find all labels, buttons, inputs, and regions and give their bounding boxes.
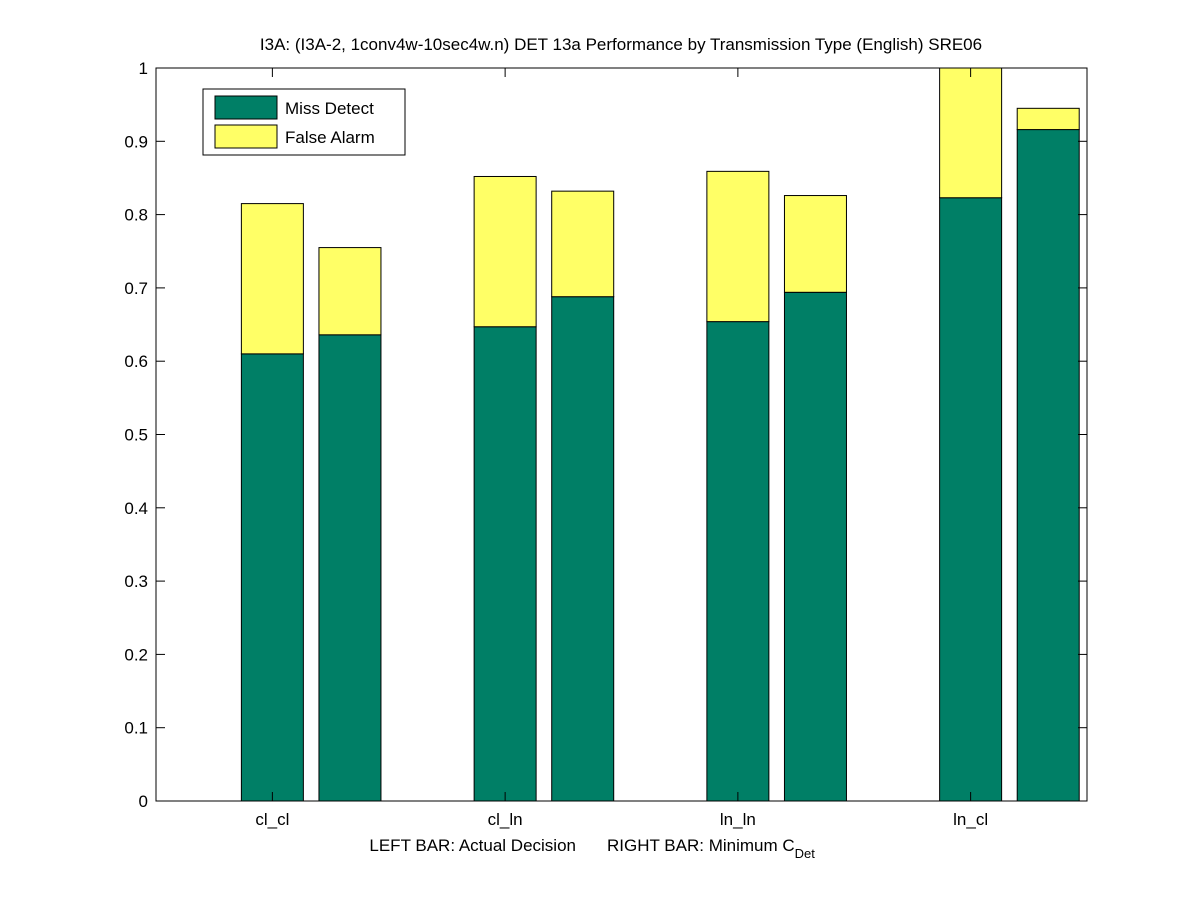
chart-title: I3A: (I3A-2, 1conv4w-10sec4w.n) DET 13a … [260,35,982,54]
y-tick-label-4: 0.4 [124,499,148,518]
legend-swatch-false-alarm [214,124,278,149]
y-tick-label-7: 0.7 [124,279,148,298]
y-tick-label-2: 0.2 [124,645,148,664]
x-tick-label-cl-cl: cl_cl [255,810,289,829]
bar-false-alarm-ln-cl-min-cdet [1016,107,1080,131]
legend-label-miss-detect: Miss Detect [285,99,374,118]
x-tick-label-ln-ln: ln_ln [720,810,756,829]
bar-miss-detect-cl-cl-actual [240,353,304,802]
bar-false-alarm-cl-cl-min-cdet [318,247,382,336]
bar-false-alarm-ln-ln-min-cdet [783,195,847,293]
bar-group [240,67,1080,802]
plot-area [156,68,1087,801]
y-tick-label-10: 1 [139,59,148,78]
legend-swatch-miss-detect [214,95,278,120]
x-axis-tick-labels: cl_cl cl_ln ln_ln ln_cl [255,810,988,829]
bar-miss-detect-ln-cl-min-cdet [1016,129,1080,802]
y-tick-label-6: 0.6 [124,352,148,371]
bar-false-alarm-ln-cl-actual [939,67,1003,199]
bar-false-alarm-cl-ln-min-cdet [551,190,615,298]
y-axis-tick-labels: 0 0.1 0.2 0.3 0.4 0.5 0.6 0.7 0.8 0.9 1 [124,59,148,811]
x-tick-label-cl-ln: cl_ln [488,810,523,829]
y-tick-label-8: 0.8 [124,206,148,225]
y-tick-label-5: 0.5 [124,426,148,445]
bar-miss-detect-cl-ln-min-cdet [551,296,615,802]
bar-miss-detect-cl-cl-min-cdet [318,334,382,802]
bar-false-alarm-ln-ln-actual [706,170,770,323]
x-axis-label-right: RIGHT BAR: Minimum CDet [607,836,815,861]
x-axis-label-subscript: Det [795,846,816,861]
bar-false-alarm-cl-cl-actual [240,203,304,355]
bar-miss-detect-ln-cl-actual [939,197,1003,802]
x-axis-label-left: LEFT BAR: Actual Decision [369,836,576,855]
y-tick-label-0: 0 [139,792,148,811]
bar-miss-detect-cl-ln-actual [473,326,537,802]
plot-frame [155,67,1088,802]
legend: Miss Detect False Alarm [202,88,406,156]
legend-label-false-alarm: False Alarm [285,128,375,147]
y-tick-label-1: 0.1 [124,719,148,738]
bar-miss-detect-ln-ln-min-cdet [783,291,847,802]
y-tick-label-9: 0.9 [124,132,148,151]
y-tick-label-3: 0.3 [124,572,148,591]
bar-miss-detect-ln-ln-actual [706,321,770,802]
x-tick-label-ln-cl: ln_cl [953,810,988,829]
bar-false-alarm-cl-ln-actual [473,175,537,328]
x-axis-label-right-text: RIGHT BAR: Minimum C [607,836,795,855]
